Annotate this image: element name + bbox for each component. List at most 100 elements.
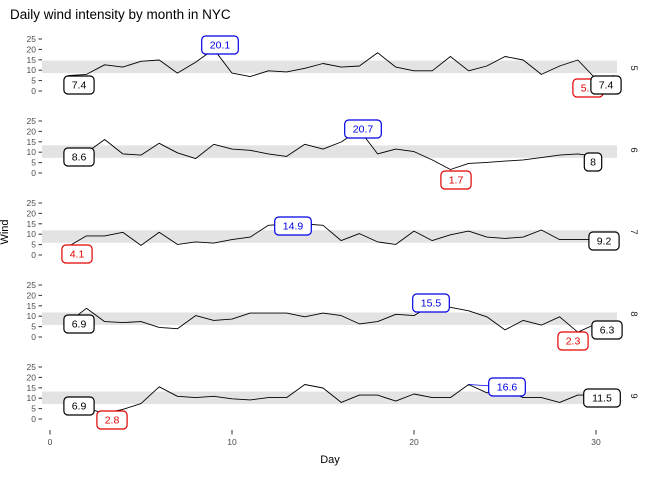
x-tick-label: 20 xyxy=(409,437,419,447)
value-label-last: 7.4 xyxy=(590,75,622,95)
wind-line xyxy=(67,223,615,247)
y-tick-label: 5 xyxy=(31,158,36,168)
label-box xyxy=(557,331,589,351)
label-text: 7.4 xyxy=(599,80,614,92)
y-tick-label: 25 xyxy=(27,34,37,44)
value-label-min: 2.8 xyxy=(96,410,128,430)
y-tick-label: 25 xyxy=(27,362,37,372)
wind-line xyxy=(68,129,597,170)
value-label-last: 6.3 xyxy=(591,320,623,340)
y-tick-label: 5 xyxy=(31,404,36,414)
value-label-min: 1.7 xyxy=(440,169,472,190)
label-box xyxy=(588,231,620,251)
value-label-first: 6.9 xyxy=(63,396,95,416)
y-tick-label: 5 xyxy=(31,322,36,332)
label-text: 16.6 xyxy=(497,382,518,394)
label-text: 20.7 xyxy=(353,124,374,136)
value-label-first: 6.9 xyxy=(63,314,95,334)
label-box xyxy=(63,147,95,167)
y-tick-label: 15 xyxy=(27,55,37,65)
y-tick-label: 5 xyxy=(31,76,36,86)
chart-title: Daily wind intensity by month in NYC xyxy=(10,7,231,22)
y-tick-label: 10 xyxy=(27,229,37,239)
y-tick-label: 0 xyxy=(31,414,36,424)
label-text: 6.9 xyxy=(72,319,87,331)
x-tick-label: 30 xyxy=(591,437,601,447)
x-tick-label: 0 xyxy=(48,437,53,447)
highlight-band xyxy=(42,230,617,243)
label-text: 7.4 xyxy=(72,80,87,92)
label-box xyxy=(583,388,621,408)
y-tick-label: 10 xyxy=(27,311,37,321)
y-tick-label: 5 xyxy=(31,240,36,250)
highlight-band xyxy=(42,145,617,158)
label-text: 2.3 xyxy=(566,336,581,348)
value-label-max: 20.1 xyxy=(201,35,239,55)
value-label-last: 9.2 xyxy=(588,231,620,251)
y-tick-label: 20 xyxy=(27,372,37,382)
highlight-band xyxy=(42,60,617,74)
y-tick-label: 15 xyxy=(27,137,37,147)
label-box xyxy=(61,244,93,264)
value-label-last: 8 xyxy=(583,152,603,172)
y-tick-label: 15 xyxy=(27,219,37,229)
x-tick-label: 10 xyxy=(227,437,237,447)
value-label-first: 8.6 xyxy=(63,147,95,167)
y-tick-label: 15 xyxy=(27,301,37,311)
wind-line xyxy=(68,48,615,80)
y-tick-label: 10 xyxy=(27,65,37,75)
label-box xyxy=(344,119,382,139)
label-box xyxy=(63,396,95,416)
y-tick-label: 15 xyxy=(27,383,37,393)
label-box xyxy=(63,314,95,334)
facet-strip-label: 6 xyxy=(628,147,639,152)
x-axis: 0 10 20 30 xyxy=(48,430,601,447)
label-text: 6.9 xyxy=(72,401,87,413)
value-label-min: 2.3 xyxy=(557,331,589,351)
y-tick-label: 0 xyxy=(31,168,36,178)
label-text: 14.9 xyxy=(283,221,304,233)
label-box xyxy=(412,293,450,313)
y-tick-label: 0 xyxy=(31,86,36,96)
value-label-max: 15.5 xyxy=(412,293,450,313)
wind-line xyxy=(67,304,615,333)
label-box xyxy=(96,410,128,430)
y-tick-label: 0 xyxy=(31,332,36,342)
facet-strip-label: 9 xyxy=(628,393,639,398)
value-label-last: 11.5 xyxy=(583,388,621,408)
facet-strip-label: 8 xyxy=(628,311,639,316)
value-label-max: 16.6 xyxy=(468,377,526,397)
y-tick-label: 20 xyxy=(27,290,37,300)
value-label-first: 7.4 xyxy=(63,75,95,95)
y-tick-label: 25 xyxy=(27,198,37,208)
label-text: 15.5 xyxy=(421,298,442,310)
facet-strip-label: 7 xyxy=(628,229,639,234)
label-box xyxy=(488,377,526,397)
label-text: 2.8 xyxy=(105,415,120,427)
label-text: 4.1 xyxy=(70,249,85,261)
y-tick-label: 10 xyxy=(27,147,37,157)
label-box xyxy=(274,216,312,236)
y-tick-label: 20 xyxy=(27,44,37,54)
highlight-band xyxy=(42,391,617,405)
y-tick-label: 20 xyxy=(27,126,37,136)
x-axis-title: Day xyxy=(320,454,340,466)
y-axis-title: Wind xyxy=(0,219,11,245)
y-tick-label: 20 xyxy=(27,208,37,218)
value-label-max: 14.9 xyxy=(274,216,312,236)
facet-strip-label: 5 xyxy=(628,65,639,70)
label-text: 8.6 xyxy=(72,152,87,164)
label-box xyxy=(591,320,623,340)
label-box xyxy=(63,75,95,95)
label-text: 11.5 xyxy=(592,393,612,405)
label-box xyxy=(590,75,622,95)
label-box xyxy=(440,170,472,190)
label-text: 6.3 xyxy=(600,325,615,337)
highlight-band xyxy=(42,312,617,325)
y-tick-label: 25 xyxy=(27,280,37,290)
